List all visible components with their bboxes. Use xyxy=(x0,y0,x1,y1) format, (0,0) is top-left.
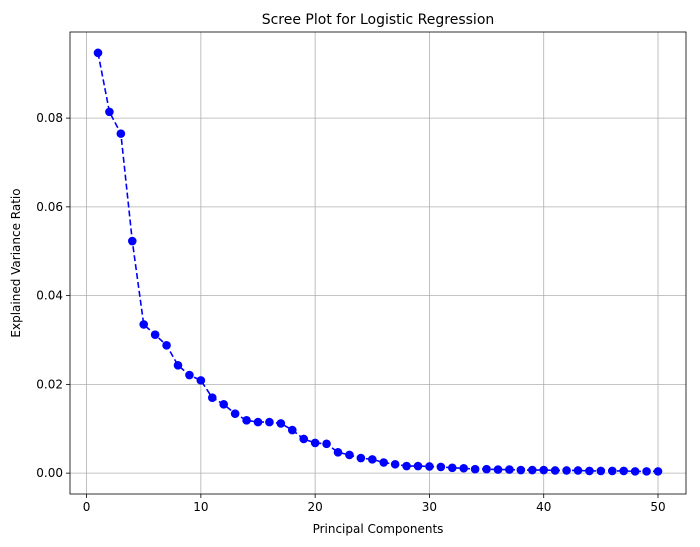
grid xyxy=(70,32,686,494)
data-point xyxy=(310,438,320,448)
x-tick-label: 0 xyxy=(83,500,91,514)
data-point xyxy=(276,419,286,428)
data-point xyxy=(219,400,229,409)
x-axis-label: Principal Components xyxy=(313,522,444,536)
data-point xyxy=(105,107,114,117)
x-axis: 0 10 20 30 40 50 xyxy=(83,494,666,514)
y-tick-label: 0.08 xyxy=(36,111,63,125)
data-point xyxy=(265,417,274,427)
y-axis-label: Explained Variance Ratio xyxy=(9,188,23,337)
chart-title: Scree Plot for Logistic Regression xyxy=(262,12,495,28)
plot-frame xyxy=(69,31,687,495)
data-point xyxy=(162,341,171,350)
data-point xyxy=(196,376,206,385)
data-point xyxy=(127,236,137,246)
y-tick-label: 0.02 xyxy=(36,377,63,391)
data-point xyxy=(333,447,343,457)
y-axis: 0.00 0.02 0.04 0.06 0.08 xyxy=(36,111,70,480)
data-point xyxy=(207,393,217,402)
data-point xyxy=(345,450,354,460)
data-point xyxy=(527,465,537,475)
data-point xyxy=(459,463,469,473)
x-tick-label: 40 xyxy=(536,500,551,514)
data-point xyxy=(482,464,491,474)
data-point xyxy=(425,462,434,471)
x-tick-label: 10 xyxy=(193,500,208,514)
data-point xyxy=(539,465,549,475)
data-point xyxy=(185,370,194,380)
data-point xyxy=(242,416,251,425)
data-point xyxy=(630,467,640,476)
data-point xyxy=(390,459,400,469)
data-point xyxy=(653,467,663,476)
data-point xyxy=(150,330,160,339)
data-point xyxy=(93,48,103,58)
data-point xyxy=(230,409,240,418)
y-tick-label: 0.04 xyxy=(36,289,63,303)
data-point xyxy=(505,465,514,474)
data-point xyxy=(493,465,503,474)
data-point xyxy=(607,466,617,476)
data-point xyxy=(116,129,126,138)
data-point xyxy=(619,466,629,476)
data-point xyxy=(299,434,309,444)
data-point xyxy=(596,466,606,476)
data-point xyxy=(379,458,389,467)
x-tick-label: 20 xyxy=(308,500,323,514)
data-point xyxy=(642,467,651,476)
data-point xyxy=(402,461,411,471)
data-point xyxy=(585,466,594,476)
data-point xyxy=(413,461,423,471)
x-tick-label: 30 xyxy=(422,500,437,514)
data-point xyxy=(356,453,366,463)
plot-area xyxy=(93,48,663,476)
data-point xyxy=(287,425,297,435)
data-point xyxy=(322,439,331,449)
data-point xyxy=(573,466,583,475)
y-tick-label: 0.06 xyxy=(36,200,63,214)
data-point xyxy=(139,320,149,329)
data-point xyxy=(550,466,560,475)
series-line xyxy=(97,52,658,473)
data-point xyxy=(173,360,183,370)
data-point xyxy=(436,462,446,472)
data-point xyxy=(447,463,457,473)
y-tick-label: 0.00 xyxy=(36,466,63,480)
x-tick-label: 50 xyxy=(650,500,665,514)
data-point xyxy=(516,465,526,475)
data-point xyxy=(562,466,571,475)
data-point xyxy=(470,464,480,474)
data-point xyxy=(367,455,377,464)
data-point xyxy=(253,417,263,427)
